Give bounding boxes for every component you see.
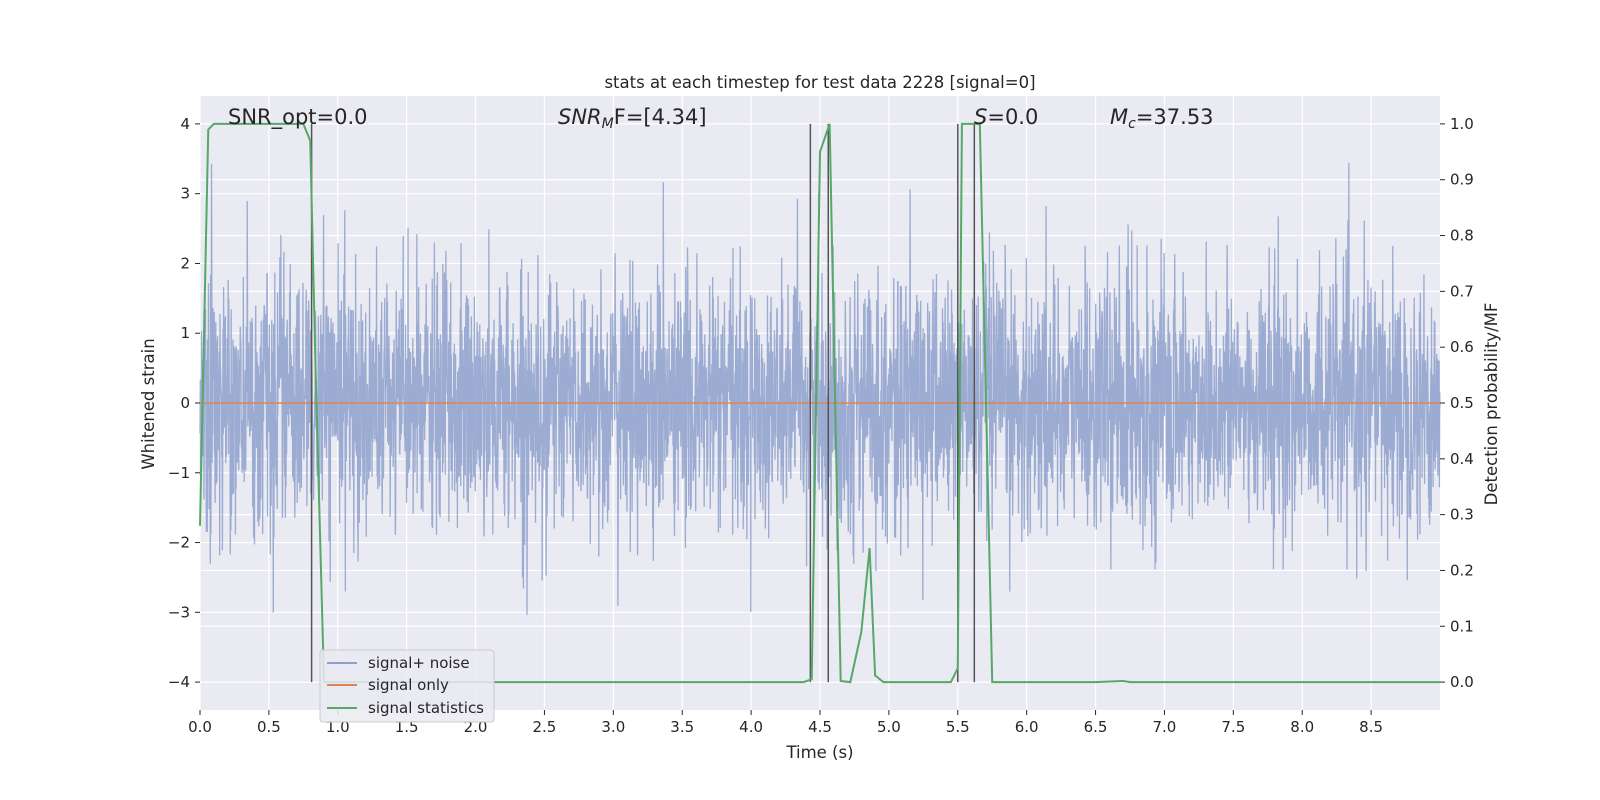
y-right-tick-label: 0.9 [1450,171,1474,189]
y-axis-left-label: Whitened strain [139,338,158,469]
y-right-tick-label: 0.2 [1450,561,1474,579]
y-left-tick-label: 4 [180,115,190,133]
y-left-tick-label: −2 [168,534,190,552]
annotation-snr-mf: SNRMF=[4.34] [558,105,707,132]
x-tick-label: 5.0 [877,718,901,736]
x-tick-label: 7.0 [1153,718,1177,736]
legend-label-signal-only: signal only [368,676,449,694]
y-right-tick-label: 0.3 [1450,506,1474,524]
y-right-tick-label: 1.0 [1450,115,1474,133]
chart-title: stats at each timestep for test data 222… [604,73,1035,92]
x-tick-label: 4.5 [808,718,832,736]
x-axis-label: Time (s) [785,743,853,762]
signal-noise-line [199,162,1441,615]
y-right-tick-label: 0.4 [1450,450,1474,468]
y-left-tick-label: 2 [180,254,190,272]
y-right-tick-label: 0.7 [1450,282,1474,300]
x-tick-label: 7.5 [1221,718,1245,736]
signal-statistics-line [199,122,1440,684]
y-right-tick-label: 0.0 [1450,673,1474,691]
y-left-tick-label: 3 [180,185,190,203]
x-tick-label: 6.5 [1084,718,1108,736]
annotation-s: S=0.0 [974,105,1038,129]
legend-label-signal-statistics: signal statistics [368,699,484,717]
legend: signal+ noise signal only signal statist… [319,649,495,723]
x-tick-label: 2.5 [533,718,557,736]
annotation-snr-opt: SNR_opt=0.0 [228,105,368,130]
y-right-tick-label: 0.5 [1450,394,1474,412]
y-left-tick-label: 0 [180,394,190,412]
x-tick-label: 5.5 [946,718,970,736]
x-tick-label: 3.5 [670,718,694,736]
x-tick-label: 8.0 [1290,718,1314,736]
x-tick-label: 0.5 [257,718,281,736]
y-axis-left-ticks: −4 −3 −2 −1 0 1 2 3 4 [168,115,200,691]
y-left-tick-label: −1 [168,464,190,482]
y-right-tick-label: 0.8 [1450,227,1474,245]
x-tick-label: 8.5 [1359,718,1383,736]
x-tick-label: 6.0 [1015,718,1039,736]
y-right-tick-label: 0.6 [1450,338,1474,356]
y-axis-right-label: Detection probability/MF [1482,303,1501,506]
x-tick-label: 3.0 [601,718,625,736]
y-axis-right-ticks: 0.0 0.1 0.2 0.3 0.4 0.5 0.6 0.7 0.8 0.9 1.0 [1440,115,1474,691]
legend-label-signal-noise: signal+ noise [368,654,470,672]
y-left-tick-label: 1 [180,324,190,342]
signal-noise-series [199,162,1441,615]
x-tick-label: 4.0 [739,718,763,736]
y-left-tick-label: −4 [168,673,190,691]
y-left-tick-label: −3 [168,603,190,621]
y-right-tick-label: 0.1 [1450,617,1474,635]
legend-box [319,649,495,723]
x-tick-label: 0.0 [188,718,212,736]
annotation-mc: Mc=37.53 [1110,105,1214,132]
